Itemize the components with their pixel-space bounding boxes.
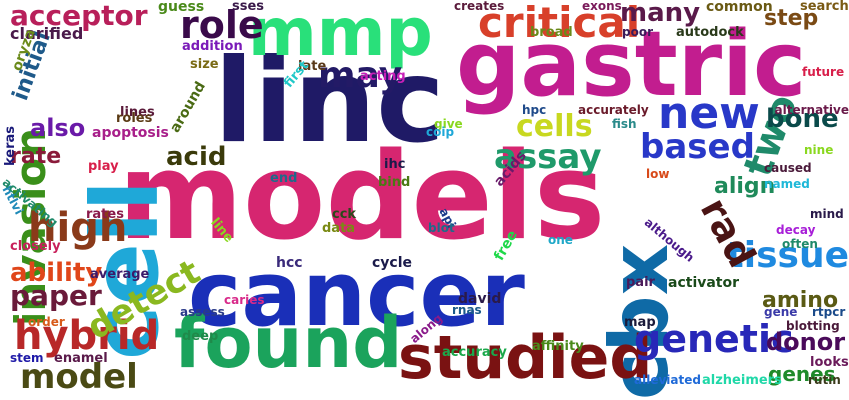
word: david xyxy=(458,291,502,307)
word: fish xyxy=(612,117,637,131)
word: lines xyxy=(120,105,155,120)
word: autodock xyxy=(676,25,744,40)
word: broad xyxy=(530,25,573,40)
word: role xyxy=(180,3,264,47)
word: alternative xyxy=(774,103,849,117)
word: gastric xyxy=(456,12,807,117)
word: named xyxy=(764,177,810,191)
word: based xyxy=(640,127,755,167)
word: keras xyxy=(3,125,18,166)
word: rate xyxy=(10,144,62,169)
word: linc xyxy=(214,34,445,169)
word: nine xyxy=(804,143,834,157)
word: clarified xyxy=(10,24,84,43)
word: deep xyxy=(182,329,219,344)
word: found xyxy=(174,302,403,384)
word: paper xyxy=(10,279,102,312)
word: tissue xyxy=(726,235,849,276)
word: addition xyxy=(182,39,243,54)
word: may xyxy=(318,55,403,96)
word: creates xyxy=(454,0,505,13)
word: models xyxy=(118,128,606,267)
word: data xyxy=(322,221,356,236)
word: accuracy xyxy=(442,345,507,360)
word: caries xyxy=(224,293,265,307)
word: accurately xyxy=(578,103,649,117)
word: search xyxy=(800,0,849,14)
word: exons xyxy=(582,0,622,13)
word: sses xyxy=(232,0,265,14)
word: end xyxy=(270,171,298,186)
word: rtpcr xyxy=(812,305,846,319)
word: step xyxy=(764,6,819,31)
word: mmp xyxy=(248,0,433,71)
word: affinity xyxy=(532,339,584,354)
word: rnas xyxy=(452,303,482,317)
word: cck xyxy=(332,207,357,222)
word: stem xyxy=(10,351,44,365)
word: align xyxy=(714,174,776,199)
word: genetic xyxy=(634,317,794,361)
word: coip xyxy=(426,125,455,139)
word: cycle xyxy=(372,255,413,271)
word: rutin xyxy=(808,373,841,387)
word: acceptor xyxy=(10,0,148,32)
word: order xyxy=(28,315,65,329)
word: hcc xyxy=(276,255,303,271)
word: closely xyxy=(10,239,61,254)
word: acid xyxy=(166,142,227,172)
word: alzheimers xyxy=(702,373,782,388)
word: often xyxy=(782,237,818,251)
word: mind xyxy=(810,207,844,221)
word: assess xyxy=(180,305,225,319)
word: apoptosis xyxy=(92,125,169,141)
word: poor xyxy=(622,25,653,39)
word: around xyxy=(167,79,209,136)
word: looks xyxy=(810,355,849,370)
word: blot xyxy=(428,221,455,235)
word: hpc xyxy=(522,103,547,117)
word: activator xyxy=(668,275,740,291)
word: critical xyxy=(478,0,641,47)
word: hybrid xyxy=(14,313,160,359)
word: genes xyxy=(768,362,836,386)
word: cells xyxy=(516,109,593,144)
word: model xyxy=(20,357,138,397)
word: blotting xyxy=(786,319,840,333)
word: donor xyxy=(766,328,846,356)
word: enamel xyxy=(54,351,108,366)
word: play xyxy=(88,159,119,174)
word: roles xyxy=(116,111,153,126)
word: size xyxy=(190,57,219,72)
word: common xyxy=(706,0,773,15)
word: cancer xyxy=(188,242,525,347)
word: pair xyxy=(626,275,655,290)
word: many xyxy=(620,0,701,28)
word: guess xyxy=(158,0,205,15)
word: acting xyxy=(360,69,406,84)
word: amino xyxy=(762,288,839,313)
word: ihc xyxy=(384,157,406,172)
word: map xyxy=(624,315,656,330)
word: low xyxy=(646,167,670,181)
word: late xyxy=(298,59,327,74)
word: assay xyxy=(494,137,602,177)
word: bind xyxy=(378,175,411,190)
word: give xyxy=(434,117,463,131)
word: caused xyxy=(764,161,812,175)
word: ability xyxy=(10,258,103,288)
word: average xyxy=(90,267,150,282)
word: high xyxy=(28,205,128,251)
word: decay xyxy=(776,223,816,237)
word: future xyxy=(802,65,845,79)
word: also xyxy=(30,114,86,142)
word: rates xyxy=(86,207,124,222)
word: alleviated xyxy=(634,373,701,387)
word: one xyxy=(548,233,573,247)
word: new xyxy=(658,88,760,139)
word: gene xyxy=(764,305,798,319)
word: bone xyxy=(766,104,839,134)
word: studied xyxy=(398,323,653,393)
